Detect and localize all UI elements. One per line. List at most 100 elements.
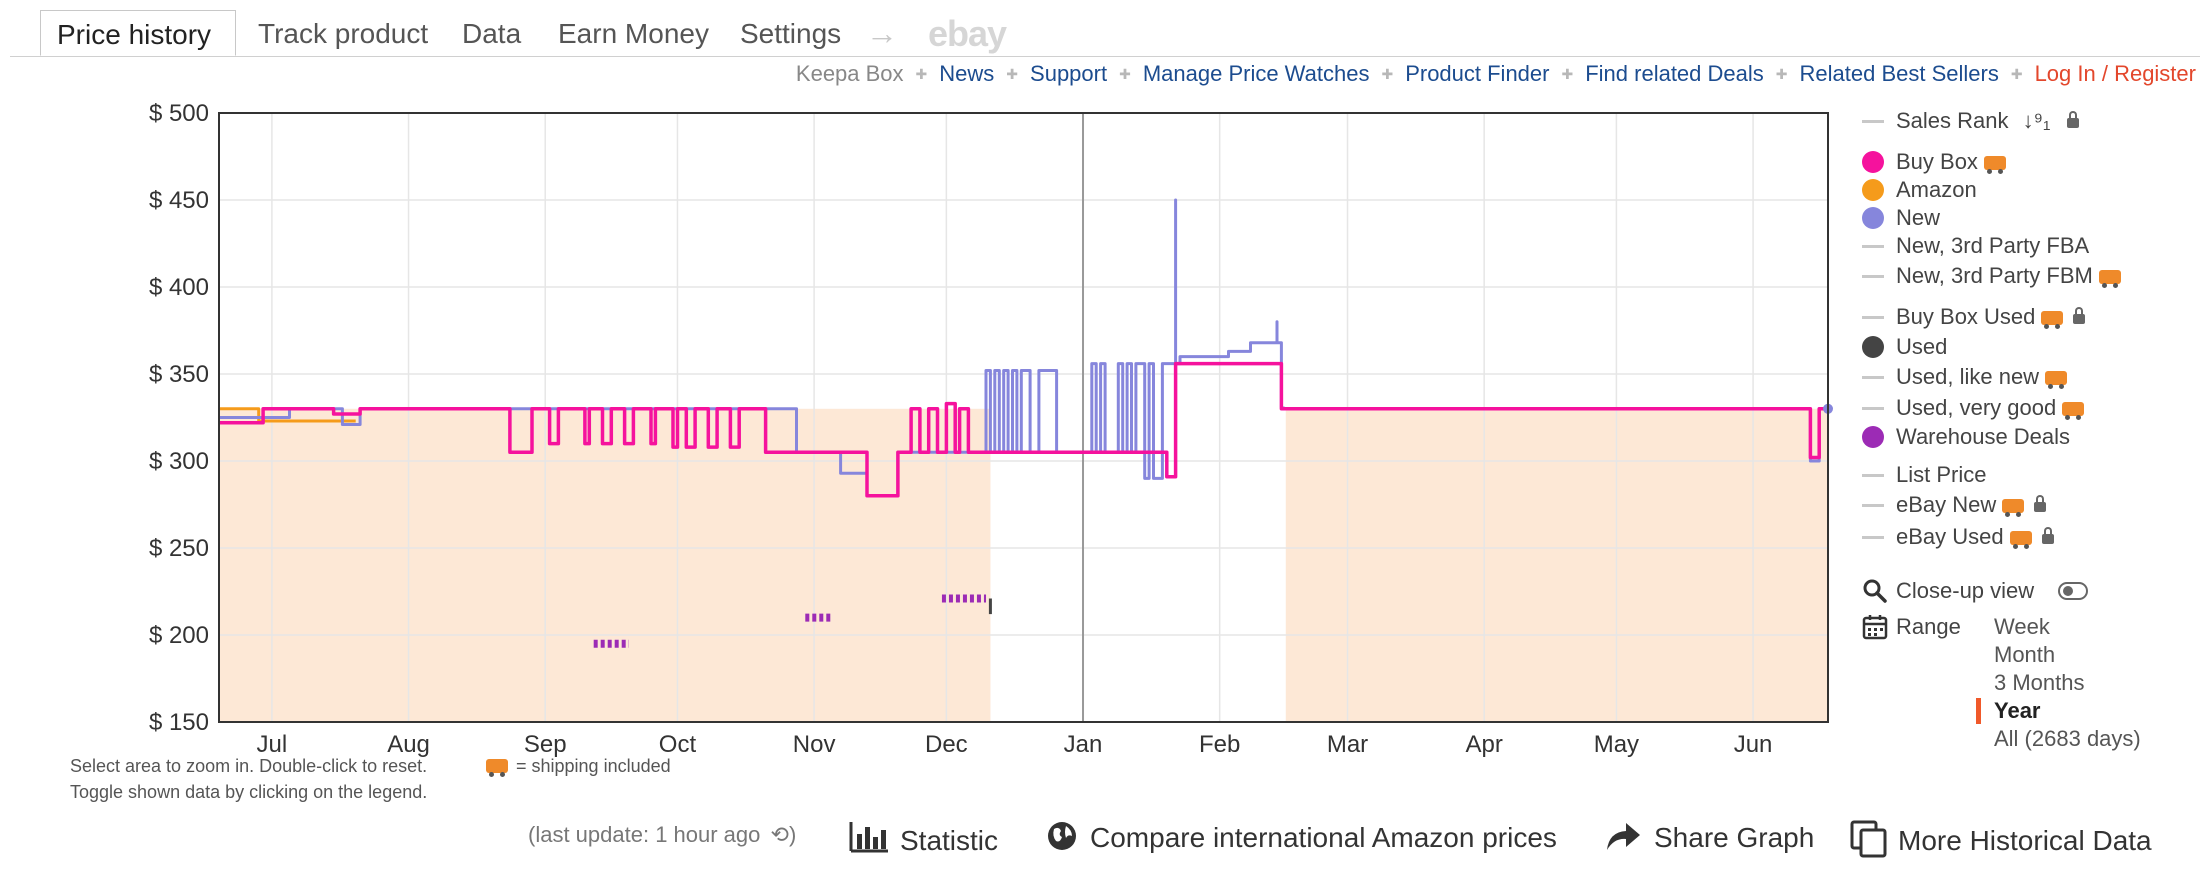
x-tick-label: Dec [925, 731, 968, 758]
ebay-new-marker [1862, 504, 1884, 507]
range-label: Range [1896, 614, 1961, 639]
used-marker [1862, 336, 1884, 358]
new-marker [1862, 207, 1884, 229]
news-link[interactable]: News [939, 61, 995, 86]
price-area [1285, 408, 1828, 722]
lock-icon [2073, 307, 2086, 324]
support-link[interactable]: Support [1030, 61, 1108, 86]
tab-data[interactable]: Data [462, 18, 522, 49]
x-tick-label: Apr [1465, 731, 1502, 758]
legend-label: New [1896, 205, 1941, 230]
last-update: (last update: 1 hour ago ⟲) [528, 822, 796, 848]
x-tick-label: Jun [1734, 731, 1773, 758]
price-area [219, 408, 991, 722]
y-tick-label: $ 350 [149, 361, 209, 388]
legend-label: New, 3rd Party FBA [1896, 233, 2090, 258]
ebay-logo[interactable]: ebay [928, 13, 1007, 54]
sales-rank-marker [1862, 120, 1884, 123]
truck-icon [2041, 311, 2064, 329]
legend-label: Warehouse Deals [1896, 424, 2071, 449]
arrow-right-icon: → [866, 15, 898, 51]
x-tick-label: Aug [387, 731, 430, 758]
x-tick-label: Nov [793, 731, 836, 758]
range-option-month[interactable]: Month [1994, 642, 2056, 667]
legend-label: List Price [1896, 462, 1987, 487]
used-like-new-marker [1862, 376, 1884, 379]
legend-label: Used, like new [1896, 364, 2040, 389]
tab-settings[interactable]: Settings [740, 18, 842, 49]
new-series-line [219, 198, 1828, 498]
separator-icon: ✚ [1775, 66, 1788, 82]
truck-icon [2062, 402, 2085, 420]
ebay-used-marker [1862, 536, 1884, 539]
refresh-icon[interactable]: ⟲) [770, 822, 797, 847]
tab-price-history[interactable]: Price history [40, 10, 236, 56]
x-tick-label: Sep [524, 731, 567, 758]
toggle-switch-icon[interactable] [2058, 582, 2088, 600]
range-option-all[interactable]: All (2683 days) [1994, 726, 2141, 751]
x-tick-label: Jan [1064, 731, 1103, 758]
related-best-sellers-link[interactable]: Related Best Sellers [1799, 61, 1999, 86]
y-tick-label: $ 400 [149, 274, 209, 301]
buy-box-series-line [219, 361, 1828, 498]
copy-icon [1850, 820, 1887, 858]
tab-earn-money[interactable]: Earn Money [558, 18, 709, 49]
y-tick-label: $ 250 [149, 535, 209, 562]
closeup-label: Close-up view [1896, 578, 2035, 603]
separator-icon: ✚ [1006, 66, 1019, 82]
legend-label: Amazon [1896, 177, 1977, 202]
calendar-icon [1862, 615, 1888, 640]
compare-international-button[interactable]: Compare international Amazon prices [1046, 820, 1557, 854]
search-icon [1863, 579, 1887, 603]
used-very-good-marker [1862, 407, 1884, 410]
range-option-year[interactable]: Year [1994, 698, 2041, 723]
find-related-deals-link[interactable]: Find related Deals [1585, 61, 1764, 86]
x-tick-label: Jul [257, 731, 288, 758]
truck-icon [1983, 156, 2006, 174]
legend-label: Sales Rank [1896, 108, 2009, 133]
statistic-label: Statistic [900, 825, 999, 856]
separator-icon: ✚ [915, 66, 928, 82]
truck-icon [486, 759, 508, 777]
statistic-button[interactable]: Statistic [848, 820, 998, 857]
last-update-text: (last update: 1 hour ago [528, 822, 761, 847]
range-option-week[interactable]: Week [1994, 614, 2050, 639]
selected-range-indicator [1976, 698, 1981, 724]
more-historical-data-button[interactable]: More Historical Data [1850, 820, 2152, 858]
y-tick-label: $ 300 [149, 448, 209, 475]
globe-icon [1048, 822, 1076, 850]
list-price-marker [1862, 474, 1884, 477]
amazon-marker [1862, 179, 1884, 201]
x-tick-label: May [1594, 731, 1639, 758]
lock-icon [2034, 495, 2047, 512]
legend-label: Buy Box [1896, 149, 1978, 174]
legend-label: Buy Box Used [1896, 304, 2036, 329]
y-tick-label: $ 500 [149, 100, 209, 127]
range-option-3-months[interactable]: 3 Months [1994, 670, 2085, 695]
buy-box-marker [1862, 151, 1884, 173]
warehouse-marker [1862, 426, 1884, 448]
keepa-box-link[interactable]: Keepa Box [795, 61, 904, 86]
share-graph-button[interactable]: Share Graph [1604, 820, 1814, 854]
lock-icon [2066, 111, 2079, 128]
share-label: Share Graph [1654, 822, 1815, 853]
x-tick-label: Mar [1327, 731, 1368, 758]
new-3p-fbm-marker [1862, 275, 1884, 278]
legend-label: eBay New [1896, 492, 1997, 517]
legend-label: Used [1896, 334, 1948, 359]
price-history-chart[interactable]: $ 500 $ 450 $ 400 $ 350 $ 300 $ 250 $ 200 $ 150… [0, 0, 1860, 760]
login-register-link[interactable]: Log In / Register [2034, 61, 2196, 86]
legend-label: Used, very good [1896, 395, 2057, 420]
bar-chart-icon [849, 822, 888, 853]
truck-icon [2098, 270, 2121, 288]
x-tick-label: Feb [1199, 731, 1240, 758]
shipping-note-text: = shipping included [516, 756, 671, 776]
truck-icon [2045, 371, 2068, 389]
amazon-series-line [219, 407, 356, 423]
manage-price-watches-link[interactable]: Manage Price Watches [1142, 61, 1370, 86]
plot-border [218, 112, 1829, 723]
more-label: More Historical Data [1898, 825, 2152, 856]
product-finder-link[interactable]: Product Finder [1405, 61, 1550, 86]
separator-icon: ✚ [2010, 66, 2023, 82]
tab-track-product[interactable]: Track product [258, 18, 429, 49]
